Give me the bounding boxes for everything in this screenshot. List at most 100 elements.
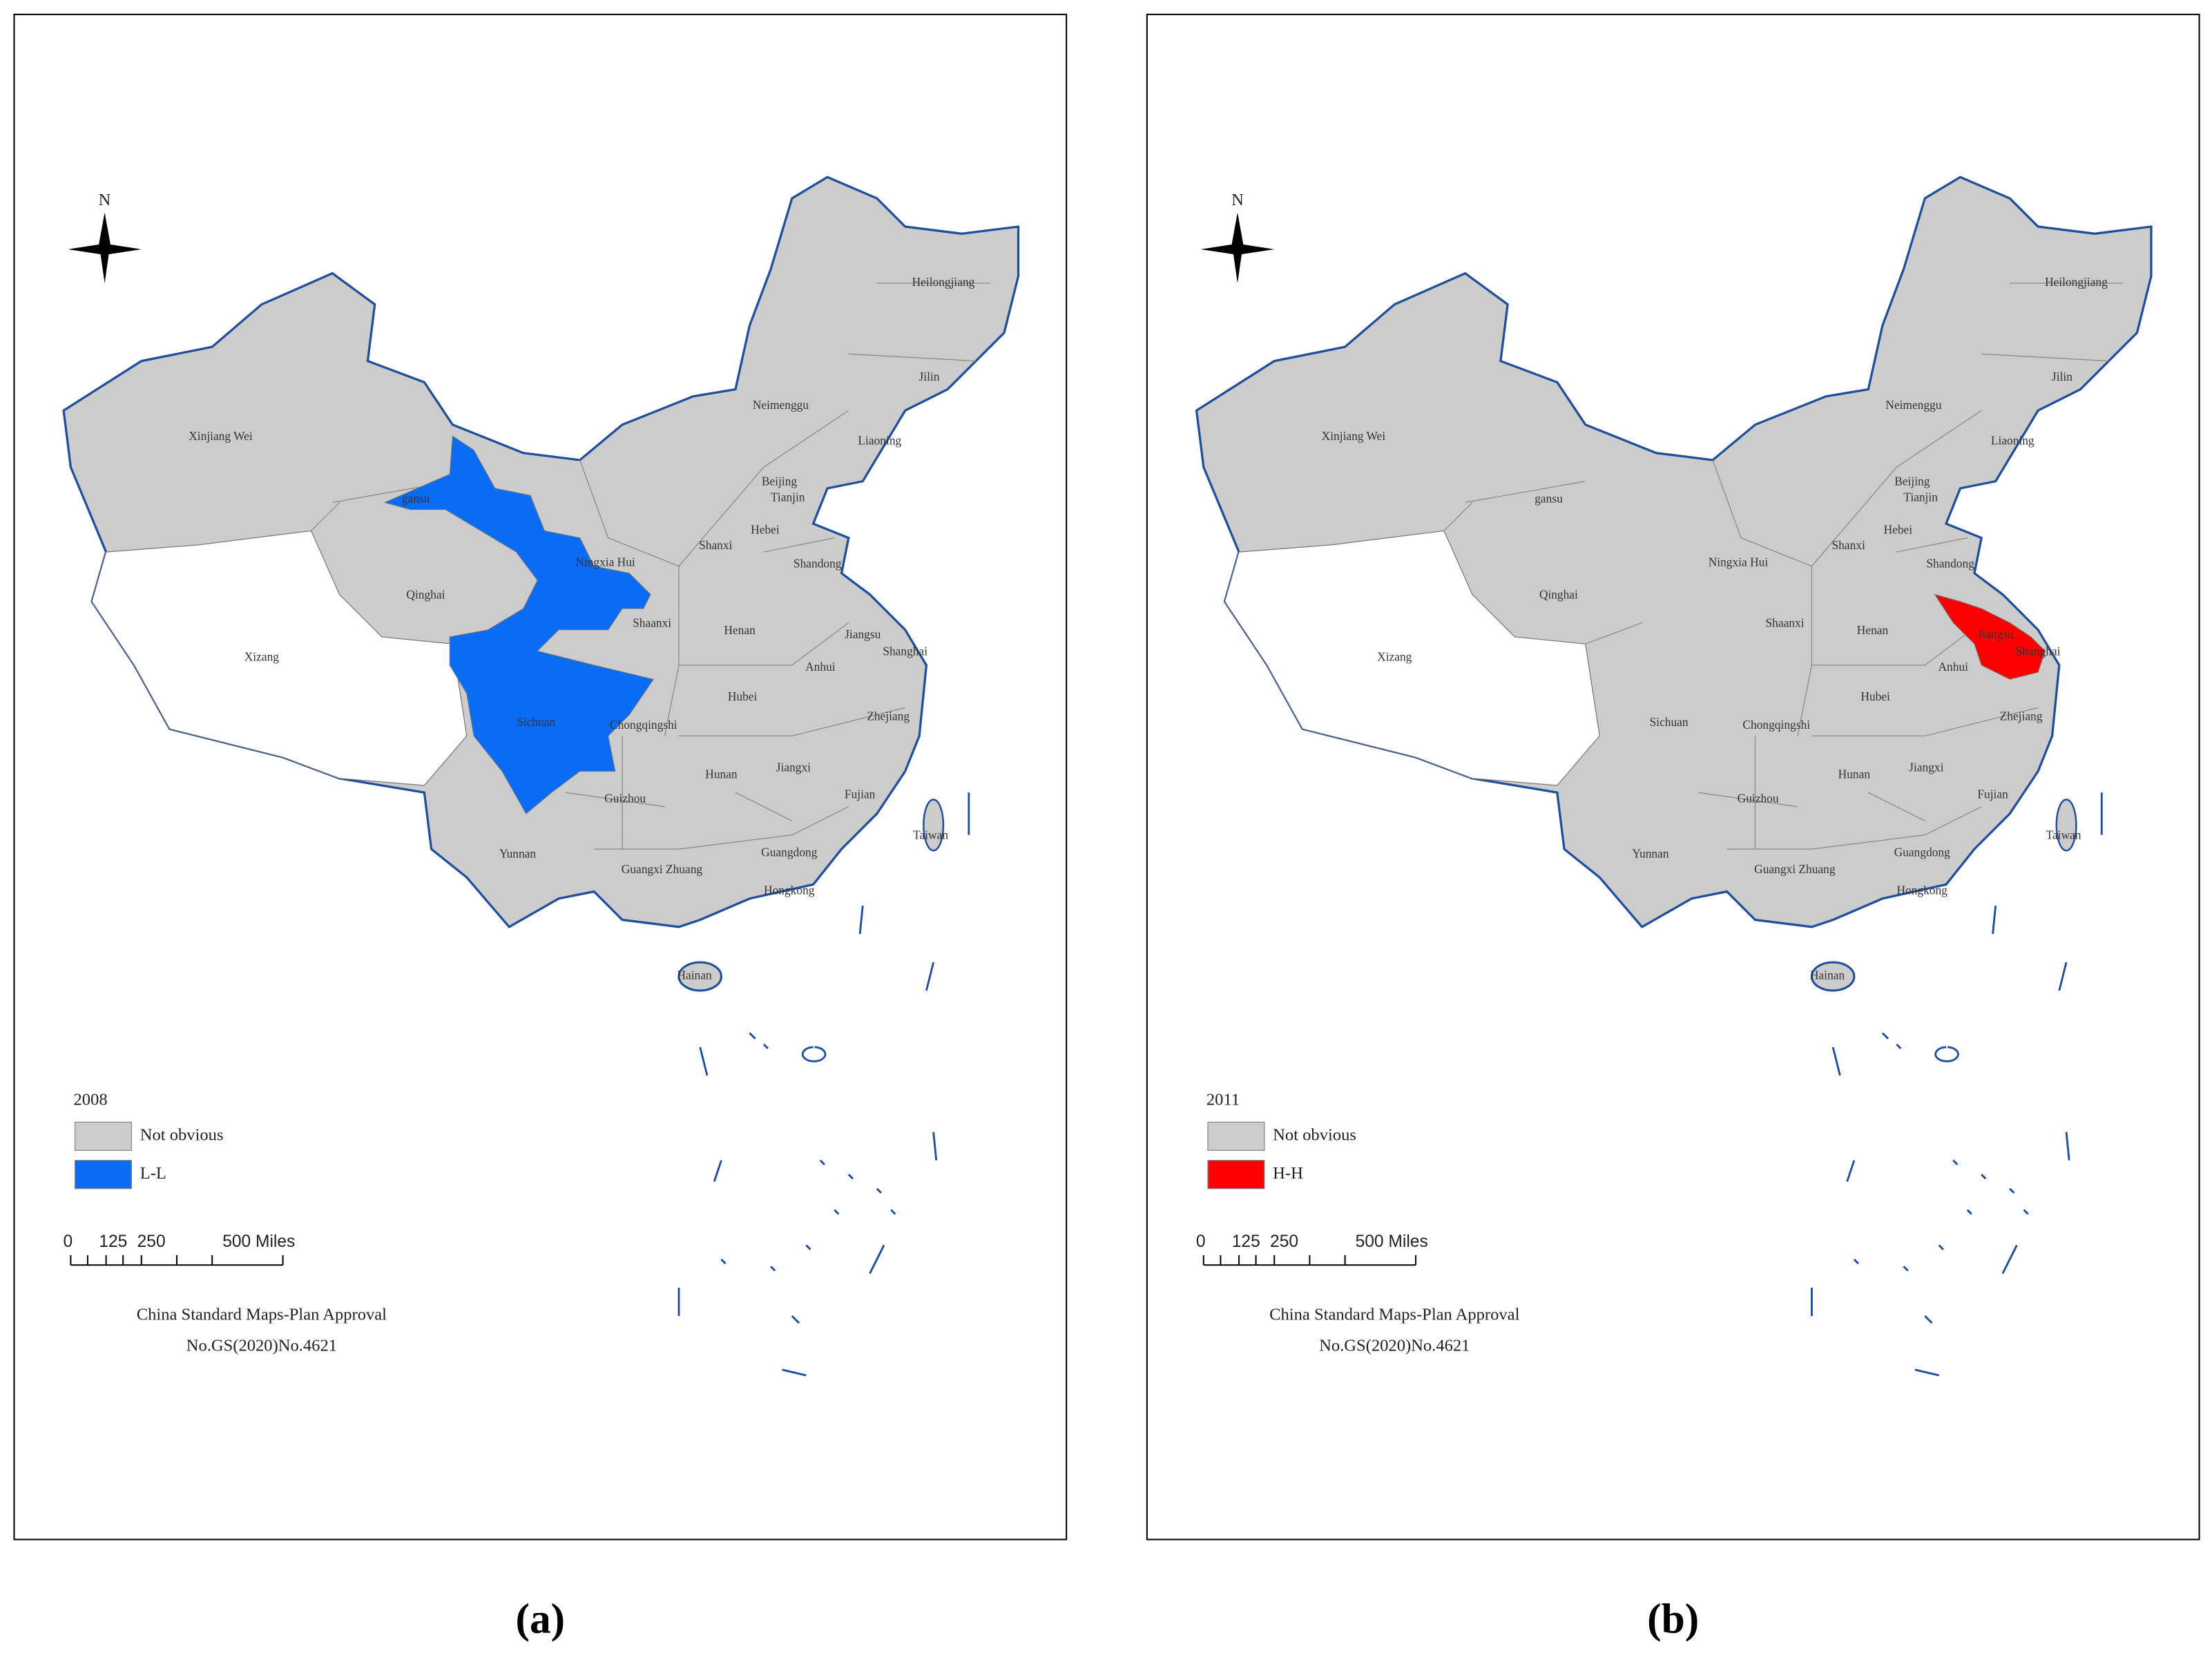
province-label: Hongkong — [764, 884, 815, 897]
province-label: Jiangsu — [1978, 627, 2014, 641]
province-label: Tianjin — [771, 490, 805, 504]
approval-text: China Standard Maps-Plan Approval — [1269, 1306, 1519, 1324]
approval-text: China Standard Maps-Plan Approval — [137, 1306, 387, 1324]
province-label: Liaoning — [1991, 433, 2035, 447]
taiwan — [923, 799, 945, 852]
province-label: Hubei — [1860, 689, 1890, 703]
province-label: Shandong — [1926, 557, 1974, 571]
province-label: Anhui — [1938, 660, 1968, 674]
scale-label: 250 — [137, 1232, 166, 1251]
province-label: Shaanxi — [1766, 616, 1805, 630]
province-label: Zhejiang — [867, 709, 910, 723]
legend-label: Not obvious — [140, 1126, 224, 1145]
province-label: Xinjiang Wei — [189, 429, 253, 443]
scale-label: 125 — [1232, 1232, 1260, 1251]
province-label: Taiwan — [913, 828, 948, 842]
province-label: Shanxi — [1832, 538, 1865, 552]
province-label: Guangdong — [1894, 845, 1950, 859]
province-label: Henan — [1857, 623, 1889, 637]
legend-swatch — [74, 1160, 133, 1190]
province-label: Shanghai — [2016, 644, 2061, 658]
province-label: Shaanxi — [633, 616, 671, 630]
province-label: Hunan — [705, 767, 738, 781]
province-label: Xizang — [244, 650, 280, 664]
province-label: Xinjiang Wei — [1322, 429, 1386, 443]
province-label: Hainan — [1810, 968, 1845, 982]
province-label: Zhejiang — [2000, 709, 2043, 723]
compass — [1200, 212, 1275, 283]
scale-label: 500 Miles — [1356, 1232, 1428, 1251]
legend-swatch — [1207, 1160, 1265, 1190]
province-label: Hebei — [751, 522, 780, 536]
province-label: Hainan — [677, 968, 712, 982]
map-panel: Heilongjiang Jilin Neimenggu Liaoning Xinjia… — [1146, 13, 2200, 1642]
province-label: gansu — [402, 491, 430, 505]
province-label: Fujian — [1977, 787, 2008, 801]
province-label: Guangdong — [761, 845, 817, 859]
province-label: Hubei — [728, 689, 758, 703]
province-label: Guizhou — [604, 791, 646, 805]
north-label: N — [1231, 191, 1244, 209]
cluster-region — [383, 435, 654, 814]
cluster-region — [1934, 593, 2046, 680]
hainan — [677, 961, 722, 992]
province-label: Tianjin — [1903, 490, 1938, 504]
province-label: Guangxi Zhuang — [622, 862, 703, 876]
map-panel: Heilongjiang Jilin Neimenggu Liaoning Xinjia… — [13, 13, 1068, 1642]
approval-text: No.GS(2020)No.4621 — [186, 1337, 337, 1355]
province-label: Sichuan — [1650, 715, 1689, 729]
province-label: Jiangxi — [1909, 760, 1943, 774]
province-label: Jilin — [919, 370, 940, 383]
legend-label: H-H — [1273, 1164, 1303, 1183]
compass — [68, 212, 142, 283]
province-label: Chongqingshi — [1742, 718, 1810, 732]
province-label: Guizhou — [1738, 791, 1779, 805]
taiwan — [2055, 799, 2077, 852]
province-label: Ningxia Hui — [1709, 555, 1769, 569]
province-label: Yunnan — [1632, 846, 1668, 860]
legend-label: L-L — [140, 1164, 166, 1183]
province-label: Henan — [724, 623, 756, 637]
province-label: Anhui — [805, 660, 836, 674]
province-label: Jilin — [2052, 370, 2072, 383]
legend-title: 2008 — [73, 1090, 107, 1109]
panel-caption: (b) — [1647, 1595, 1699, 1642]
province-label: Jiangsu — [845, 627, 881, 641]
province-label: Shanxi — [699, 538, 732, 552]
province-label: Taiwan — [2046, 828, 2081, 842]
province-label: Heilongjiang — [912, 275, 975, 289]
province-label: Qinghai — [406, 588, 445, 602]
province-label: Xizang — [1377, 650, 1412, 664]
province-label: Shandong — [794, 557, 842, 571]
province-label: Hunan — [1838, 767, 1871, 781]
scale-label: 125 — [99, 1232, 127, 1251]
province-label: Hebei — [1884, 522, 1913, 536]
province-label: Beijing — [1894, 475, 1930, 488]
legend-swatch — [1207, 1121, 1265, 1151]
province-label: Sichuan — [517, 715, 555, 729]
scale-label: 500 Miles — [222, 1232, 295, 1251]
province-label: Neimenggu — [1885, 398, 1941, 412]
scale-label: 0 — [1196, 1232, 1206, 1251]
province-label: Heilongjiang — [2045, 275, 2108, 289]
province-label: Shanghai — [883, 644, 927, 658]
panel-frame — [13, 13, 1068, 1540]
province-label: Neimenggu — [753, 398, 809, 412]
province-label: Fujian — [845, 787, 876, 801]
province-label: Qinghai — [1539, 588, 1578, 602]
province-label: Hongkong — [1896, 884, 1947, 897]
legend-title: 2011 — [1206, 1090, 1240, 1109]
province-label: Guangxi Zhuang — [1754, 862, 1836, 876]
panel-frame — [1146, 13, 2200, 1540]
province-label: Ningxia Hui — [575, 555, 635, 569]
province-label: gansu — [1535, 491, 1563, 505]
panel-caption: (a) — [516, 1595, 566, 1642]
legend-swatch — [74, 1121, 133, 1151]
north-label: N — [99, 191, 111, 209]
scale-label: 0 — [63, 1232, 73, 1251]
province-label: Liaoning — [858, 433, 901, 447]
province-label: Chongqingshi — [610, 718, 677, 732]
province-label: Beijing — [762, 475, 798, 488]
approval-text: No.GS(2020)No.4621 — [1319, 1337, 1470, 1355]
